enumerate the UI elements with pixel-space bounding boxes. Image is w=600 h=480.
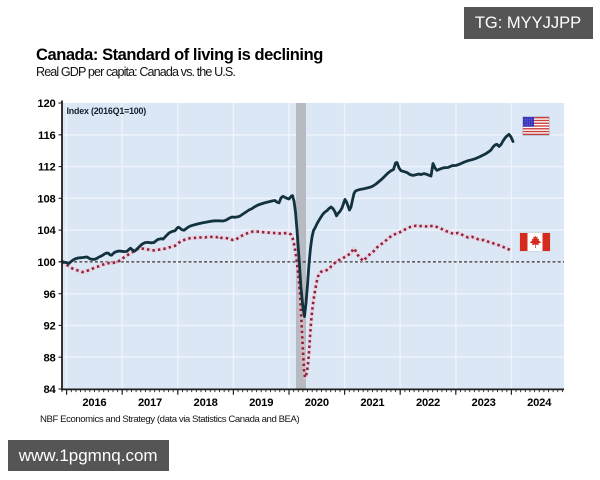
svg-text:88: 88: [43, 352, 55, 364]
svg-text:108: 108: [37, 193, 55, 205]
svg-text:92: 92: [43, 321, 55, 333]
svg-text:120: 120: [37, 98, 55, 110]
svg-text:2020: 2020: [305, 397, 329, 409]
svg-text:104: 104: [37, 225, 56, 237]
svg-text:2016: 2016: [82, 397, 106, 409]
svg-text:Index (2016Q1=100): Index (2016Q1=100): [67, 106, 147, 116]
svg-text:2024: 2024: [527, 397, 552, 409]
svg-text:116: 116: [38, 130, 55, 142]
svg-text:2022: 2022: [416, 397, 440, 409]
svg-text:112: 112: [38, 162, 55, 174]
svg-text:96: 96: [43, 289, 55, 301]
svg-text:2023: 2023: [472, 397, 496, 409]
svg-text:2018: 2018: [194, 397, 218, 409]
svg-text:2021: 2021: [360, 397, 384, 409]
svg-text:100: 100: [37, 257, 55, 269]
svg-text:2019: 2019: [249, 397, 273, 409]
svg-text:2017: 2017: [138, 397, 162, 409]
svg-text:84: 84: [43, 384, 56, 396]
